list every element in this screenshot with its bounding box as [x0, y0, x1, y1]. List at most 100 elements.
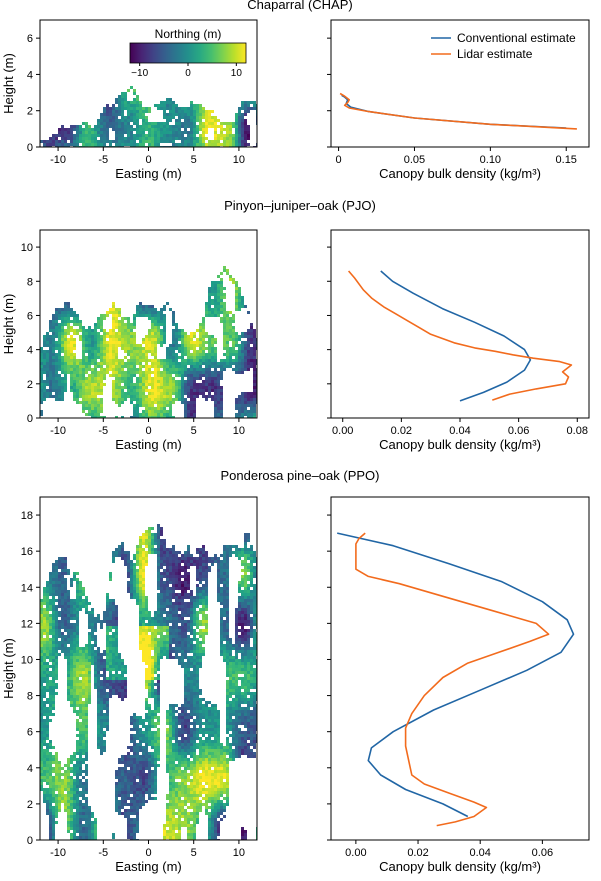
- lidar-point: [145, 140, 148, 143]
- lidar-point: [229, 320, 232, 323]
- lidar-point: [157, 668, 160, 671]
- lidar-point: [169, 113, 172, 116]
- lidar-point: [250, 356, 253, 359]
- lidar-point: [82, 704, 85, 707]
- lidar-point: [139, 764, 142, 767]
- lidar-point: [145, 107, 148, 110]
- lidar-point: [79, 791, 82, 794]
- lidar-point: [223, 287, 226, 290]
- lidar-point: [49, 788, 52, 791]
- lidar-point: [172, 335, 175, 338]
- lidar-point: [94, 392, 97, 395]
- lidar-point: [46, 332, 49, 335]
- lidar-point: [97, 332, 100, 335]
- lidar-point: [55, 344, 58, 347]
- lidar-point: [85, 767, 88, 770]
- lidar-point: [151, 638, 154, 641]
- lidar-point: [70, 353, 73, 356]
- lidar-point: [40, 767, 43, 770]
- lidar-point: [121, 134, 124, 137]
- lidar-point: [253, 101, 256, 104]
- lidar-point: [220, 317, 223, 320]
- lidar-point: [43, 614, 46, 617]
- lidar-point: [91, 647, 94, 650]
- lidar-point: [193, 350, 196, 353]
- lidar-point: [91, 404, 94, 407]
- lidar-point: [157, 641, 160, 644]
- lidar-point: [52, 320, 55, 323]
- lidar-point: [121, 788, 124, 791]
- lidar-point: [82, 671, 85, 674]
- lidar-point: [70, 659, 73, 662]
- lidar-point: [145, 353, 148, 356]
- lidar-point: [175, 332, 178, 335]
- lidar-point: [103, 143, 106, 146]
- lidar-point: [103, 116, 106, 119]
- lidar-point: [121, 548, 124, 551]
- lidar-point: [97, 740, 100, 743]
- lidar-point: [85, 680, 88, 683]
- lidar-point: [76, 605, 79, 608]
- lidar-point: [88, 398, 91, 401]
- lidar-point: [133, 347, 136, 350]
- lidar-point: [73, 686, 76, 689]
- lidar-point: [235, 287, 238, 290]
- lidar-point: [124, 695, 127, 698]
- lidar-point: [115, 641, 118, 644]
- lidar-point: [184, 380, 187, 383]
- lidar-point: [133, 122, 136, 125]
- lidar-point: [58, 578, 61, 581]
- lidar-point: [109, 650, 112, 653]
- lidar-point: [61, 638, 64, 641]
- lidar-point: [58, 776, 61, 779]
- lidar-point: [130, 761, 133, 764]
- lidar-point: [46, 395, 49, 398]
- lidar-point: [115, 401, 118, 404]
- lidar-point: [70, 782, 73, 785]
- lidar-point: [175, 137, 178, 140]
- lidar-point: [133, 740, 136, 743]
- lidar-point: [97, 128, 100, 131]
- lidar-point: [43, 341, 46, 344]
- lidar-point: [196, 125, 199, 128]
- lidar-point: [217, 395, 220, 398]
- lidar-point: [103, 374, 106, 377]
- lidar-point: [142, 590, 145, 593]
- lidar-point: [127, 770, 130, 773]
- lidar-point: [79, 752, 82, 755]
- lidar-point: [193, 347, 196, 350]
- lidar-point: [112, 362, 115, 365]
- lidar-point: [157, 578, 160, 581]
- lidar-point: [94, 374, 97, 377]
- lidar-point: [154, 353, 157, 356]
- lidar-point: [76, 665, 79, 668]
- lidar-point: [67, 653, 70, 656]
- lidar-point: [232, 278, 235, 281]
- lidar-point: [46, 617, 49, 620]
- lidar-point: [184, 371, 187, 374]
- lidar-point: [145, 746, 148, 749]
- lidar-point: [151, 647, 154, 650]
- lidar-point: [190, 113, 193, 116]
- lidar-point: [88, 365, 91, 368]
- lidar-point: [85, 692, 88, 695]
- lidar-point: [145, 743, 148, 746]
- lidar-point: [91, 143, 94, 146]
- lidar-point: [205, 305, 208, 308]
- lidar-point: [76, 365, 79, 368]
- lidar-point: [46, 596, 49, 599]
- lidar-point: [154, 734, 157, 737]
- lidar-point: [94, 824, 97, 827]
- lidar-point: [127, 131, 130, 134]
- lidar-point: [139, 635, 142, 638]
- lidar-point: [169, 116, 172, 119]
- lidar-point: [163, 362, 166, 365]
- lidar-point: [97, 692, 100, 695]
- lidar-point: [52, 602, 55, 605]
- lidar-point: [154, 776, 157, 779]
- lidar-point: [238, 125, 241, 128]
- lidar-point: [151, 350, 154, 353]
- lidar-point: [61, 797, 64, 800]
- lidar-point: [226, 326, 229, 329]
- lidar-point: [139, 116, 142, 119]
